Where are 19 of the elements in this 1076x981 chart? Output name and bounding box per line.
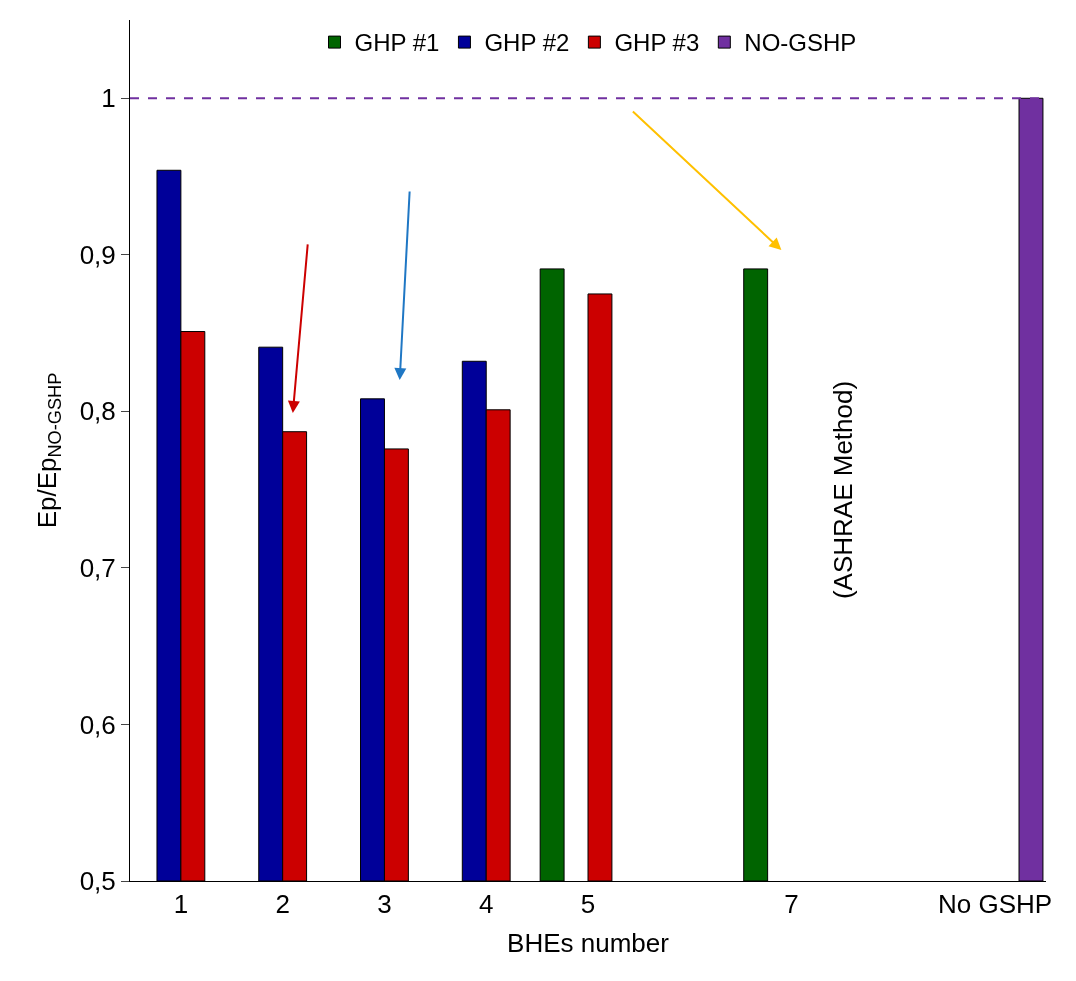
y-tick-label: 0,7 <box>79 553 116 584</box>
legend-label: GHP #1 <box>354 29 440 57</box>
annotation: (ASHRAE Method) <box>827 380 858 600</box>
x-tick-label: No GSHP <box>938 889 1053 920</box>
y-tick-label: 1 <box>101 83 116 114</box>
y-tick-label: 0,8 <box>79 396 116 427</box>
x-tick-label: 3 <box>377 889 392 920</box>
legend-label: GHP #3 <box>614 29 700 57</box>
x-tick-label: 2 <box>275 889 290 920</box>
x-tick-label: 7 <box>784 889 799 920</box>
x-tick-label: 5 <box>580 889 596 920</box>
x-tick-label: 4 <box>478 889 494 920</box>
x-axis-title: BHEs number <box>507 927 670 958</box>
x-tick-label: 1 <box>173 889 189 920</box>
y-tick-label: 0,9 <box>79 239 116 270</box>
legend-label: NO-GSHP <box>744 29 857 57</box>
y-tick-label: 0,6 <box>79 709 116 740</box>
y-tick-label: 0,5 <box>79 866 116 897</box>
legend-label: GHP #2 <box>484 29 570 57</box>
